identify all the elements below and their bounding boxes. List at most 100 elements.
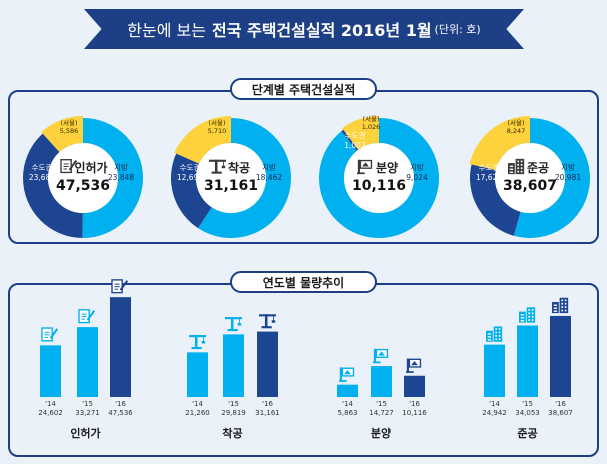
donut-hole: [495, 143, 565, 213]
bar: [404, 375, 425, 397]
title-part1: 한눈에 보는: [127, 21, 206, 40]
header-banner: 한눈에 보는 전국 주택건설실적 2016년 1월 (단위: 호): [84, 9, 524, 49]
seoul-label: (서울): [362, 114, 379, 123]
bar: [257, 331, 278, 397]
provinces-value: 18,462: [256, 173, 282, 182]
year-label: '14: [45, 400, 56, 408]
document-pen-icon: [41, 327, 59, 342]
year-label: '15: [522, 400, 533, 408]
capital-label: 수도권: [345, 131, 366, 140]
bar-value-label: 5,863: [337, 409, 357, 417]
bar: [40, 345, 61, 397]
group-label: 착공: [222, 426, 242, 440]
donut-center-label: 착공: [228, 160, 250, 175]
buildings-icon: [552, 297, 569, 314]
donut-total: 31,161: [204, 178, 258, 194]
slice-seoul: [174, 116, 231, 164]
slice-provinces: [513, 118, 590, 238]
seoul-label: (서울): [507, 118, 524, 127]
stage-panel-title: 단계별 주택건설실적: [230, 78, 377, 100]
slice-provinces: [319, 118, 439, 239]
slice-seoul: [469, 116, 530, 171]
provinces-label: 지방: [114, 162, 128, 172]
crane-icon: [209, 159, 226, 174]
year-label: '14: [489, 400, 500, 408]
year-label: '16: [262, 400, 273, 408]
sale-sign-icon: [357, 159, 373, 175]
capital-label: 수도권: [479, 163, 500, 172]
crane-icon: [259, 314, 276, 329]
seoul-label: (서울): [60, 118, 77, 127]
year-label: '15: [82, 400, 93, 408]
capital-label: 수도권: [32, 163, 53, 172]
capital-value: 12,699: [177, 173, 203, 182]
buildings-icon: [508, 158, 525, 175]
bar: [484, 344, 505, 397]
bar-value-label: 24,602: [38, 409, 63, 417]
sale-sign-icon: [406, 358, 422, 373]
bar-value-label: 29,819: [221, 409, 246, 417]
group-label: 분양: [371, 426, 391, 440]
donut-total: 38,607: [503, 178, 557, 194]
document-pen-icon: [111, 279, 129, 294]
sale-sign-icon: [373, 348, 389, 364]
year-label: '14: [342, 400, 353, 408]
provinces-label: 지방: [410, 162, 424, 172]
group-label: 준공: [517, 427, 537, 440]
seoul-value: 5,586: [60, 127, 79, 135]
sale-sign-icon: [339, 367, 355, 382]
bar: [223, 334, 244, 397]
bar: [77, 327, 98, 397]
slice-seoul: [41, 116, 83, 153]
year-label: '16: [555, 400, 566, 408]
slice-capital: [23, 118, 83, 238]
capital-value: 23,688: [29, 173, 55, 182]
donut-center-label: 준공: [527, 161, 549, 175]
seoul-value: 5,710: [208, 127, 227, 135]
donut-center-label: 인허가: [74, 160, 107, 175]
slice-provinces: [198, 118, 291, 238]
bar-value-label: 33,271: [75, 409, 100, 417]
bar-value-label: 34,053: [515, 409, 540, 417]
buildings-icon: [486, 326, 503, 342]
trend-panel-title: 연도별 물량추이: [230, 271, 377, 293]
title-part2: 전국 주택건설실적 2016년 1월: [211, 21, 432, 40]
provinces-value: 20,981: [555, 173, 581, 182]
year-label: '16: [409, 400, 420, 408]
seoul-label: (서울): [208, 118, 225, 127]
slice-seoul: [342, 116, 379, 150]
group-label: 인허가: [70, 426, 100, 440]
bar: [337, 384, 358, 397]
seoul-value: 8,247: [507, 127, 526, 135]
capital-value: 1,092: [344, 141, 366, 150]
donut-total: 10,116: [352, 178, 406, 194]
donut-total: 47,536: [56, 178, 110, 194]
year-label: '16: [115, 400, 126, 408]
capital-label: 수도권: [180, 163, 201, 172]
provinces-label: 지방: [561, 162, 575, 172]
buildings-icon: [519, 307, 536, 323]
bar-value-label: 24,942: [482, 409, 507, 417]
bar-value-label: 14,727: [369, 409, 394, 417]
bar: [517, 325, 538, 397]
title-unit: (단위: 호): [434, 23, 481, 36]
bar-value-label: 31,161: [255, 409, 280, 417]
provinces-label: 지방: [262, 162, 276, 172]
provinces-value: 9,024: [406, 173, 428, 182]
provinces-value: 23,848: [108, 173, 134, 182]
year-label: '15: [228, 400, 239, 408]
seoul-value: 1,026: [362, 123, 381, 131]
bar: [371, 366, 392, 397]
document-pen-icon: [78, 309, 96, 324]
bar-value-label: 38,607: [548, 409, 573, 417]
bar: [187, 352, 208, 397]
bar-value-label: 47,536: [108, 409, 133, 417]
